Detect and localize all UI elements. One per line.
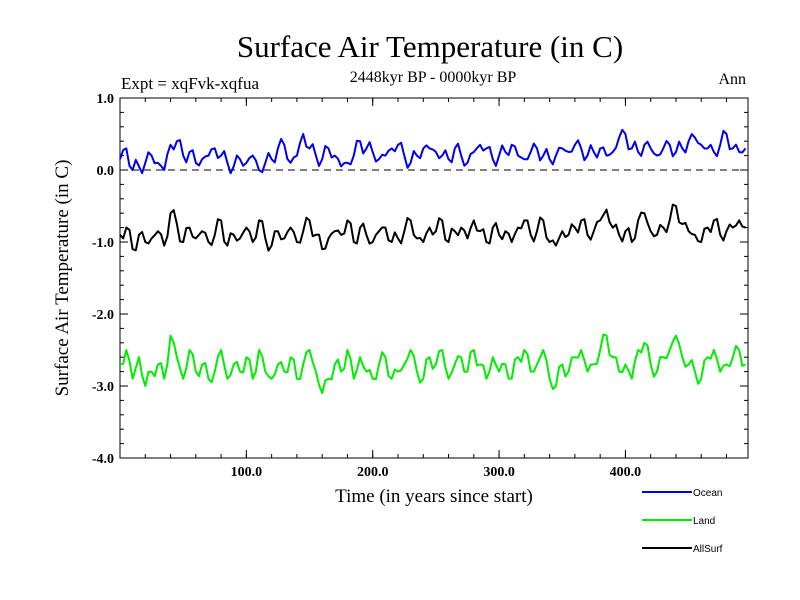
experiment-label: Expt = xqFvk-xqfua <box>121 74 259 93</box>
legend-label-ocean: Ocean <box>693 488 722 499</box>
legend-label-land: Land <box>693 516 715 527</box>
chart-subtitle: 2448kyr BP - 0000kyr BP <box>350 69 517 86</box>
plot-frame <box>119 97 749 459</box>
legend-label-allsurf: AllSurf <box>693 544 723 555</box>
series-line-land <box>119 333 746 395</box>
y-tick-label: -2.0 <box>92 308 114 323</box>
x-tick-label: 200.0 <box>357 465 389 480</box>
x-tick-label: 300.0 <box>483 465 515 480</box>
season-label: Ann <box>718 71 746 88</box>
x-tick-label: 400.0 <box>610 465 642 480</box>
y-tick-label: -4.0 <box>92 452 114 467</box>
plot-area: 1.0 0.0 -1.0 -2.0 -3.0 -4.0 100.0 200.0 300.0 400… <box>92 92 749 480</box>
y-tick-label: 1.0 <box>97 92 115 107</box>
y-tick-label: 0.0 <box>97 164 115 179</box>
y-tick-label: -3.0 <box>92 380 114 395</box>
x-tick-label: 100.0 <box>231 465 263 480</box>
y-axis-label: Surface Air Temperature (in C) <box>52 160 73 397</box>
legend: Ocean Land AllSurf <box>642 488 723 555</box>
y-tick-label: -1.0 <box>92 236 114 251</box>
x-axis-label: Time (in years since start) <box>335 486 533 507</box>
series-line-allsurf <box>119 203 746 252</box>
series-line-ocean <box>119 128 747 175</box>
chart-title: Surface Air Temperature (in C) <box>237 29 623 64</box>
